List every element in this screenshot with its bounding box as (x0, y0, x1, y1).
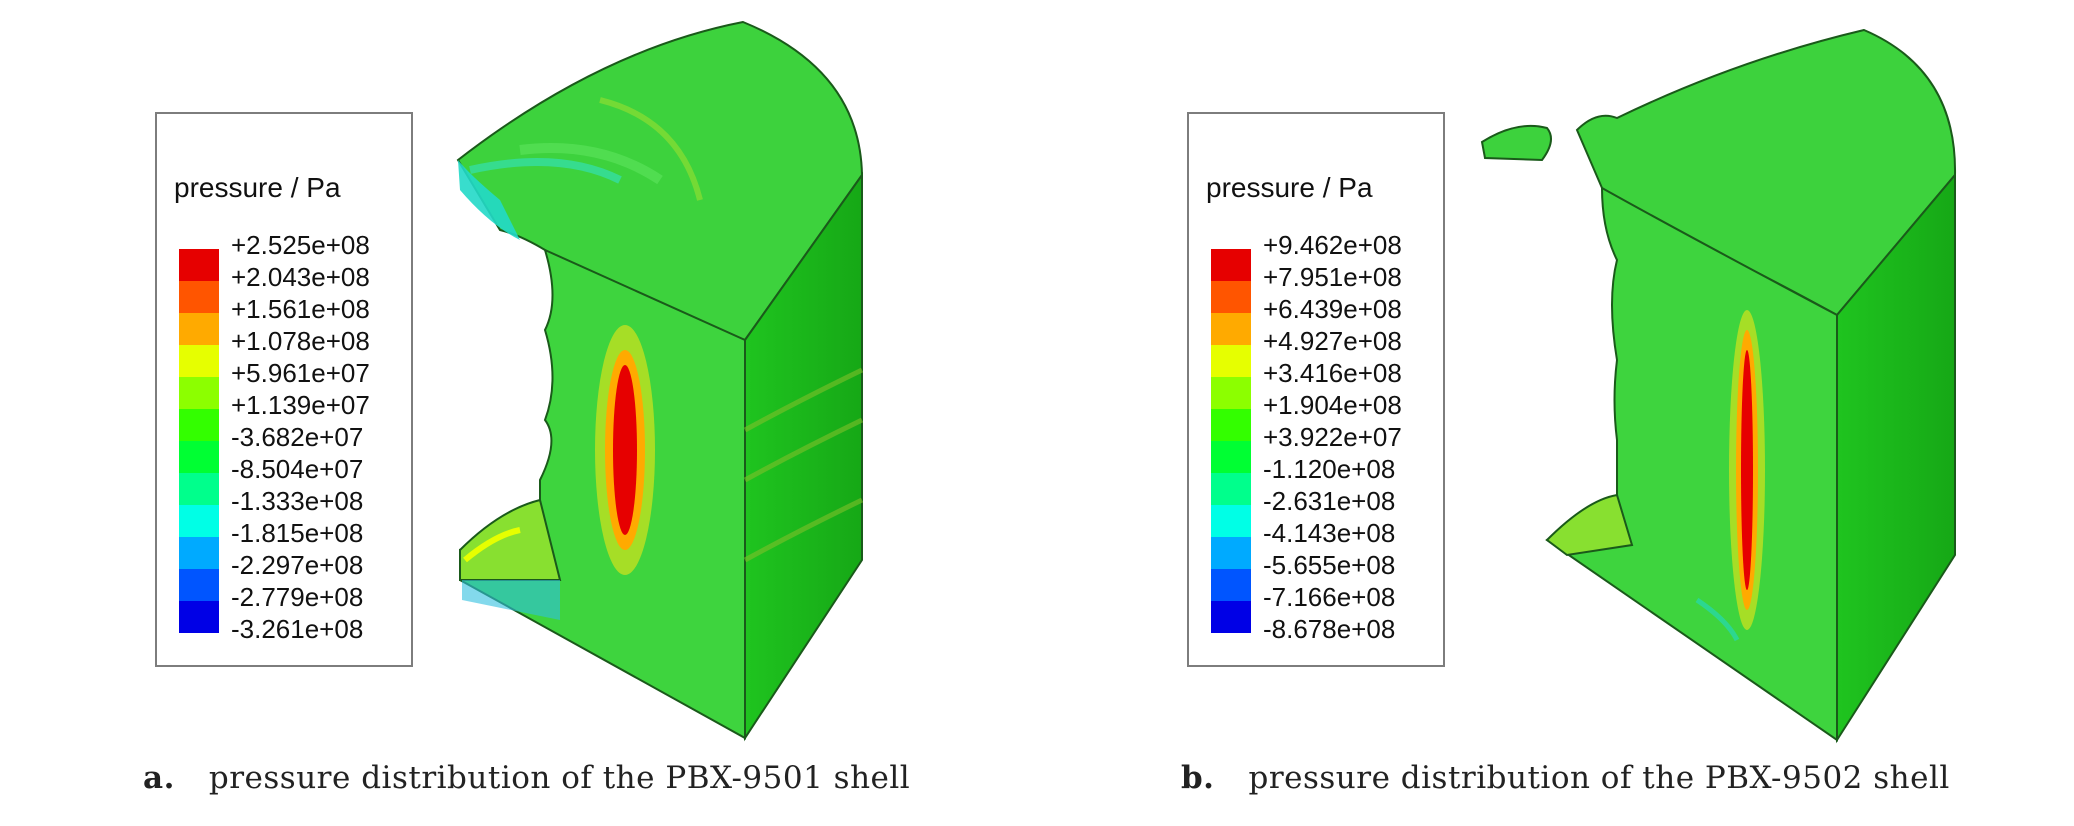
legend-swatch (179, 313, 219, 345)
legend-swatch (1211, 569, 1251, 601)
legend-title: pressure / Pa (174, 172, 341, 203)
legend-value: +1.561e+08 (231, 294, 370, 324)
pbx-9502-shell-model (1480, 28, 1957, 744)
legend-swatch (1211, 281, 1251, 313)
legend-swatch (1211, 409, 1251, 441)
legend-value: +3.416e+08 (1263, 358, 1402, 388)
legend-swatch (179, 473, 219, 505)
legend-values: +2.525e+08 +2.043e+08 +1.561e+08 +1.078e… (231, 229, 370, 645)
legend-value: -7.166e+08 (1263, 582, 1396, 612)
legend-value: -2.297e+08 (231, 550, 364, 580)
legend-swatch (179, 249, 219, 281)
legend-value: +4.927e+08 (1263, 326, 1402, 356)
legend-swatch (179, 409, 219, 441)
legend-value: +5.961e+07 (231, 358, 370, 388)
legend-value: -1.120e+08 (1263, 454, 1396, 484)
legend-swatch (179, 537, 219, 569)
figure-caption: a. pressure distribution of the PBX-9501 … (143, 760, 910, 796)
figure-caption: b. pressure distribution of the PBX-9502 … (1181, 760, 1950, 796)
caption-letter: b. (1181, 760, 1215, 796)
legend-value: +7.951e+08 (1263, 262, 1402, 292)
legend-value: +1.139e+07 (231, 390, 370, 420)
legend-color-scale (1211, 249, 1251, 633)
legend-value: +1.078e+08 (231, 326, 370, 356)
panel-a: pressure / Pa +2.525e+08 +2.043e+08 +1.5… (143, 20, 910, 796)
legend-value: -4.143e+08 (1263, 518, 1396, 548)
legend-value: -3.682e+07 (231, 422, 364, 452)
legend-value: -2.631e+08 (1263, 486, 1396, 516)
legend-value: -5.655e+08 (1263, 550, 1396, 580)
legend-swatch (179, 569, 219, 601)
legend-value: +1.904e+08 (1263, 390, 1402, 420)
caption-text: pressure distribution of the PBX-9501 sh… (208, 760, 911, 796)
caption-text: pressure distribution of the PBX-9502 sh… (1248, 760, 1950, 796)
legend-value: +3.922e+07 (1263, 422, 1402, 452)
legend-swatch (179, 377, 219, 409)
legend-value: -2.779e+08 (231, 582, 364, 612)
legend-value: +2.043e+08 (231, 262, 370, 292)
legend-color-scale (179, 249, 219, 633)
pressure-legend: pressure / Pa +9.462e+08 +7.951e+08 +6.4… (1187, 112, 1445, 667)
panel-b: pressure / Pa +9.462e+08 +7.951e+08 +6.4… (1037, 0, 2074, 826)
legend-swatch (1211, 505, 1251, 537)
legend-swatch (179, 441, 219, 473)
legend-value: +2.525e+08 (231, 230, 370, 260)
legend-title: pressure / Pa (1206, 172, 1373, 203)
legend-swatch (1211, 601, 1251, 633)
pressure-legend: pressure / Pa +2.525e+08 +2.043e+08 +1.5… (155, 112, 413, 667)
legend-swatch (179, 281, 219, 313)
caption-letter: a. (143, 760, 175, 796)
legend-swatch (1211, 313, 1251, 345)
legend-swatch (1211, 473, 1251, 505)
legend-values: +9.462e+08 +7.951e+08 +6.439e+08 +4.927e… (1263, 229, 1402, 645)
legend-swatch (179, 505, 219, 537)
legend-value: -1.815e+08 (231, 518, 364, 548)
legend-swatch (179, 601, 219, 633)
legend-value: +9.462e+08 (1263, 230, 1402, 260)
legend-swatch (1211, 377, 1251, 409)
legend-swatch (1211, 537, 1251, 569)
legend-value: -8.504e+07 (231, 454, 364, 484)
pbx-9501-shell-model (456, 20, 864, 742)
legend-value: -3.261e+08 (231, 614, 364, 644)
legend-swatch (1211, 441, 1251, 473)
legend-swatch (1211, 345, 1251, 377)
legend-value: +6.439e+08 (1263, 294, 1402, 324)
legend-value: -1.333e+08 (231, 486, 364, 516)
legend-swatch (1211, 249, 1251, 281)
legend-swatch (179, 345, 219, 377)
legend-value: -8.678e+08 (1263, 614, 1396, 644)
